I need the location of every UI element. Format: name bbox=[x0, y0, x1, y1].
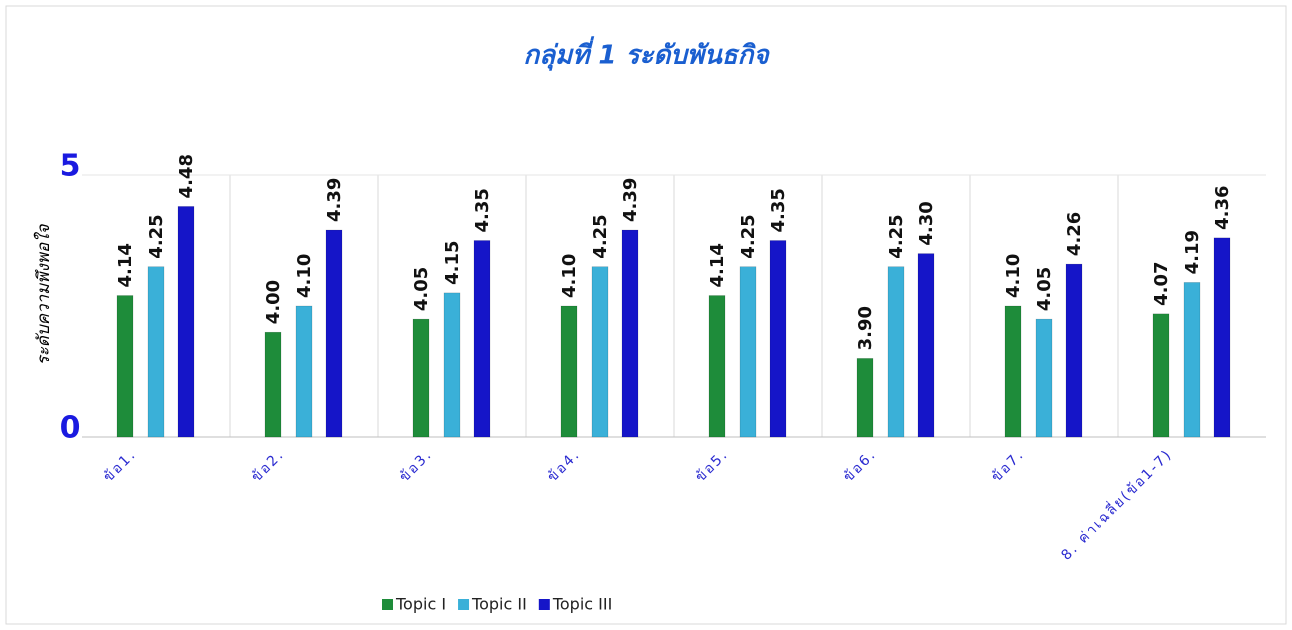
data-label: 4.10 bbox=[1003, 254, 1024, 298]
data-label: 4.19 bbox=[1182, 230, 1203, 274]
data-label: 4.07 bbox=[1151, 261, 1172, 305]
bar bbox=[739, 266, 757, 438]
bar bbox=[116, 295, 134, 438]
data-label: 4.10 bbox=[294, 254, 315, 298]
bar bbox=[325, 229, 343, 438]
legend-swatch bbox=[538, 599, 550, 610]
bar bbox=[1152, 313, 1170, 438]
bar bbox=[1213, 237, 1231, 438]
bar bbox=[769, 240, 787, 438]
bar bbox=[1065, 263, 1083, 438]
bar bbox=[412, 318, 430, 438]
bar bbox=[147, 266, 165, 438]
data-label: 4.35 bbox=[768, 188, 789, 232]
legend-swatch bbox=[458, 599, 470, 610]
bar bbox=[887, 266, 905, 438]
data-label: 4.25 bbox=[590, 214, 611, 258]
data-label: 4.25 bbox=[886, 214, 907, 258]
data-label: 4.25 bbox=[738, 214, 759, 258]
legend-label: Topic I bbox=[395, 595, 446, 614]
bar bbox=[177, 206, 195, 438]
data-label: 4.36 bbox=[1212, 185, 1233, 229]
data-label: 4.05 bbox=[411, 267, 432, 311]
data-label: 4.00 bbox=[263, 280, 284, 324]
data-label: 4.30 bbox=[916, 201, 937, 245]
bar bbox=[264, 331, 282, 438]
bar bbox=[917, 253, 935, 438]
legend-label: Topic III bbox=[552, 595, 612, 614]
data-label: 4.26 bbox=[1064, 212, 1085, 256]
bar bbox=[443, 292, 461, 438]
y-axis-label: ระดับความพึงพอใจ bbox=[33, 223, 54, 365]
data-label: 4.14 bbox=[707, 243, 728, 287]
bar bbox=[560, 305, 578, 438]
chart-title: กลุ่มที่ 1 ระดับพันธกิจ bbox=[523, 36, 770, 72]
bar bbox=[621, 229, 639, 438]
data-label: 4.05 bbox=[1034, 267, 1055, 311]
legend-swatch bbox=[382, 599, 393, 610]
bar bbox=[708, 295, 726, 438]
data-label: 4.35 bbox=[472, 188, 493, 232]
bar bbox=[1035, 318, 1053, 438]
bar bbox=[591, 266, 609, 438]
data-label: 4.48 bbox=[176, 154, 197, 198]
bar bbox=[1004, 305, 1022, 438]
bar bbox=[295, 305, 313, 438]
data-label: 3.90 bbox=[855, 306, 876, 350]
y-tick-label: 0 bbox=[60, 411, 81, 446]
data-label: 4.14 bbox=[115, 243, 136, 287]
data-label: 4.25 bbox=[146, 214, 167, 258]
data-label: 4.10 bbox=[559, 254, 580, 298]
data-label: 4.39 bbox=[324, 178, 345, 222]
bar bbox=[856, 358, 874, 438]
data-label: 4.39 bbox=[620, 178, 641, 222]
bar bbox=[1183, 282, 1201, 438]
bar bbox=[473, 240, 491, 438]
legend-label: Topic II bbox=[471, 595, 527, 614]
data-label: 4.15 bbox=[442, 240, 463, 284]
y-tick-label: 5 bbox=[60, 149, 81, 184]
